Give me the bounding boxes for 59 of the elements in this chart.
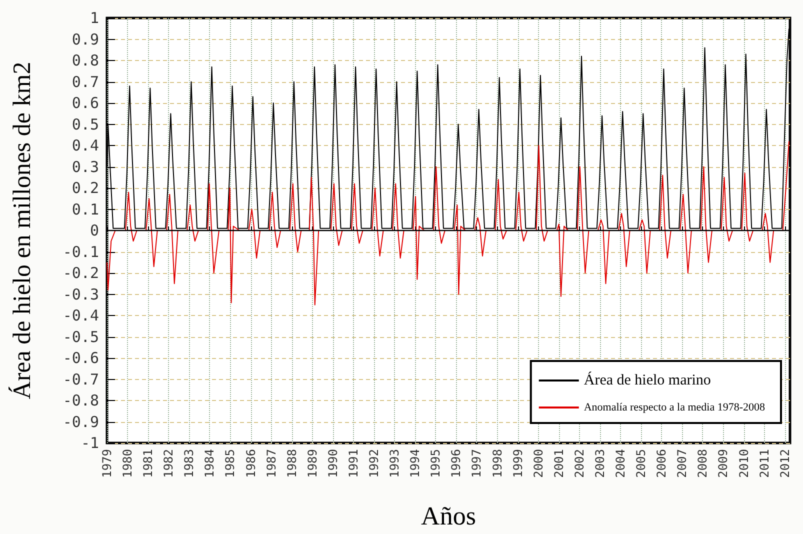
y-axis-title: Área de hielo en millones de km2 xyxy=(8,62,36,400)
x-tick-label: 1983 xyxy=(182,449,196,478)
y-tick-label: -0.8 xyxy=(62,392,99,410)
x-tick-label: 1979 xyxy=(100,449,114,478)
x-tick-label: 2007 xyxy=(675,449,690,478)
x-tick-label: 1993 xyxy=(388,449,402,478)
y-tick-label: 0.5 xyxy=(72,115,99,134)
y-tick-label: -1 xyxy=(80,434,99,452)
y-tick-label: -0.9 xyxy=(62,412,99,431)
y-tick-label: -0.5 xyxy=(62,328,99,346)
legend-label: Anomalía respecto a la media 1978-2008 xyxy=(584,402,766,414)
x-tick-label: 2010 xyxy=(736,449,751,478)
x-tick-label: 2000 xyxy=(531,449,546,478)
x-tick-label: 1999 xyxy=(510,449,525,478)
x-tick-label: 1995 xyxy=(428,449,443,478)
x-tick-label: 1989 xyxy=(305,449,320,478)
y-tick-label: -0.7 xyxy=(62,370,99,388)
y-tick-label: 0.8 xyxy=(72,52,99,70)
y-tick-label: 0.4 xyxy=(72,136,99,154)
x-tick-label: 2009 xyxy=(716,449,730,478)
x-tick-label: 1990 xyxy=(326,449,340,478)
x-tick-label: 2003 xyxy=(592,449,607,478)
x-tick-label: 1991 xyxy=(346,449,360,478)
x-tick-label: 1992 xyxy=(367,449,382,478)
x-tick-label: 1986 xyxy=(244,449,258,478)
y-tick-label: 0.2 xyxy=(72,179,99,197)
x-tick-label: 2004 xyxy=(614,449,628,478)
y-tick-label: -0.1 xyxy=(62,242,99,261)
x-tick-label: 1980 xyxy=(120,449,135,478)
x-tick-label: 1987 xyxy=(264,449,278,478)
x-tick-label: 1988 xyxy=(284,449,299,478)
x-tick-label: 1994 xyxy=(408,449,422,478)
x-tick-label: 2008 xyxy=(696,449,710,478)
y-tick-label: -0.4 xyxy=(62,306,99,324)
x-tick-label: 1997 xyxy=(470,449,484,478)
legend-label: Área de hielo marino xyxy=(584,372,711,388)
y-tick-label: 0.7 xyxy=(72,72,99,91)
x-tick-label: 2005 xyxy=(634,449,648,478)
y-tick-label: 1 xyxy=(90,9,99,27)
y-tick-label: -0.3 xyxy=(62,285,99,304)
x-tick-label: 2012 xyxy=(778,449,792,478)
x-tick-label: 1996 xyxy=(449,449,464,478)
y-tick-label: -0.2 xyxy=(62,264,99,282)
y-tick-label: 0.3 xyxy=(72,158,99,176)
x-tick-label: 1982 xyxy=(162,449,176,478)
x-tick-label: 2011 xyxy=(757,449,772,478)
x-tick-label: 1998 xyxy=(490,449,504,478)
y-tick-label: 0.1 xyxy=(72,200,99,218)
y-tick-label: 0 xyxy=(90,222,99,240)
y-tick-label: -0.6 xyxy=(62,349,99,367)
x-tick-label: 2001 xyxy=(552,449,566,478)
x-axis-title: Años xyxy=(421,502,476,530)
x-tick-label: 1981 xyxy=(141,449,156,478)
x-tick-label: 1984 xyxy=(202,449,217,478)
x-tick-label: 2006 xyxy=(654,449,669,478)
x-tick-label: 2002 xyxy=(572,449,586,478)
y-tick-label: 0.6 xyxy=(72,94,99,112)
x-tick-label: 1985 xyxy=(223,449,238,478)
y-tick-label: 0.9 xyxy=(72,30,99,48)
